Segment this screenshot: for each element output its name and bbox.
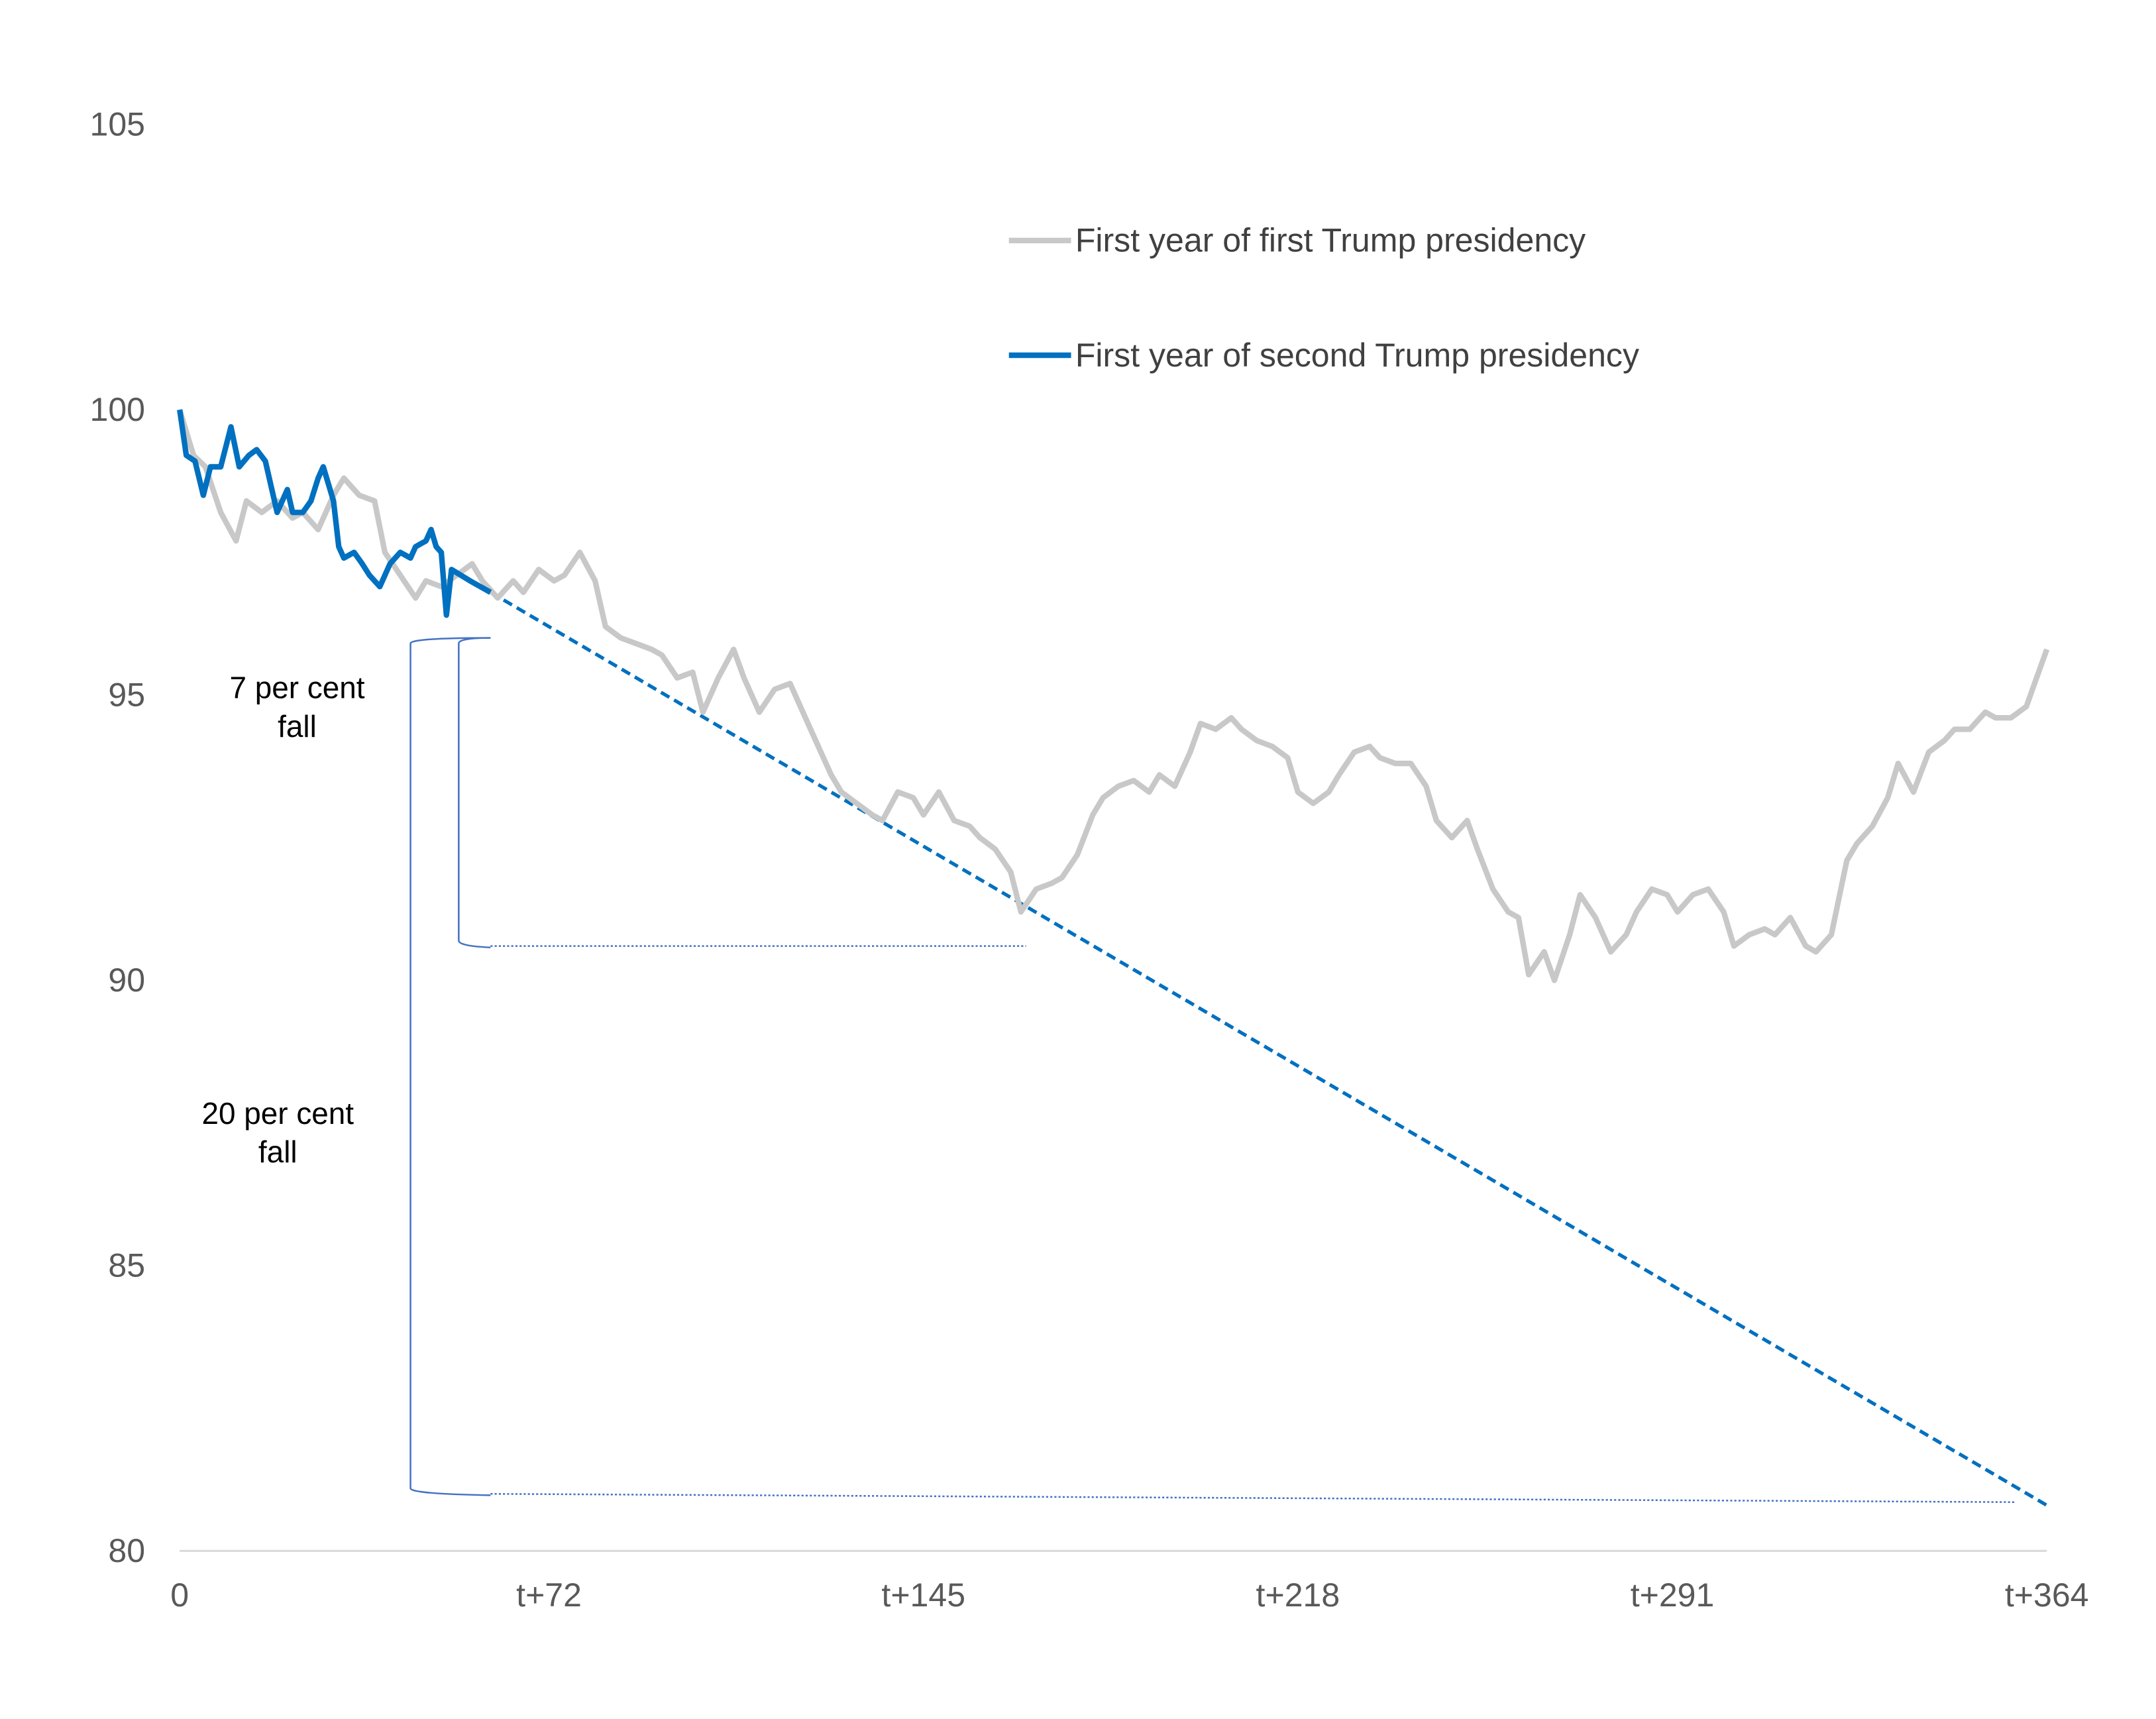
x-tick-label: t+291 [1631,1577,1715,1614]
y-tick-label: 95 [108,676,145,713]
bracket [458,637,491,948]
y-tick-label: 100 [90,391,146,428]
legend-label-second: First year of second Trump presidency [1075,337,1639,374]
annotations: 7 per cent fall 20 per cent fall [202,637,2016,1504]
series-line-first-presidency [177,409,2050,983]
x-tick-label: t+72 [516,1577,582,1614]
x-tick-label: t+145 [881,1577,965,1614]
y-tick-label: 80 [108,1532,145,1569]
legend: First year of first Trump presidency Fir… [1008,222,1639,374]
x-axis-ticks: 0 t+72 t+145 t+218 t+291 t+364 [170,1577,2088,1614]
y-tick-label: 105 [90,105,146,142]
reference-dotted-line [490,1493,2016,1504]
trend-dashed-line [490,590,2048,1507]
legend-label-first: First year of first Trump presidency [1075,222,1586,259]
series-line-second-presidency [177,409,492,618]
bracket [409,637,491,1496]
annotation-label: fall [278,709,317,744]
annotation-label: 7 per cent [229,670,364,704]
annotation-label: 20 per cent [202,1096,354,1131]
x-tick-label: t+364 [2005,1577,2089,1614]
x-tick-label: t+218 [1256,1577,1340,1614]
y-tick-label: 90 [108,962,145,999]
y-axis-ticks: 80 85 90 95 100 105 [90,105,146,1569]
series-lines [177,409,2050,1507]
y-tick-label: 85 [108,1247,145,1284]
annotation-label: fall [258,1135,297,1169]
x-tick-label: 0 [170,1577,189,1614]
